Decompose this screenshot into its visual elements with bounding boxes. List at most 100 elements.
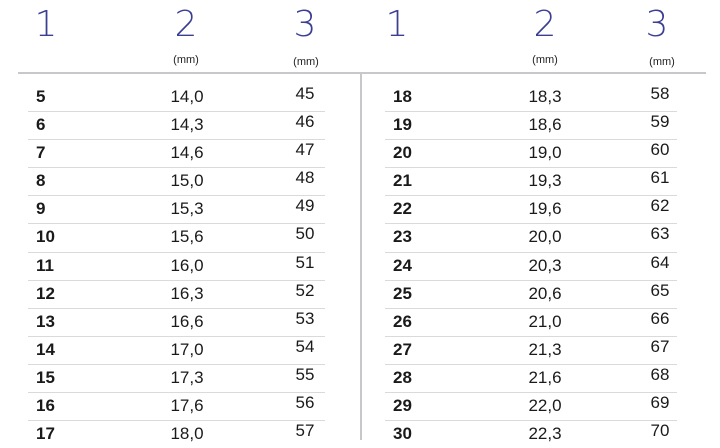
header-right-col1: 1 xyxy=(385,4,409,45)
table-row: 19 18,6 59 xyxy=(385,112,677,141)
header-right-col3: 3 xyxy=(645,4,669,45)
diameter-mm: 16,6 xyxy=(170,311,204,331)
table-row: 17 18,0 57 xyxy=(28,421,325,448)
table-row: 5 14,0 45 xyxy=(28,84,325,113)
table-row: 28 21,6 68 xyxy=(385,364,677,394)
size-number: 17 xyxy=(36,424,55,444)
size-number: 11 xyxy=(36,255,54,275)
table-row: 8 15,0 48 xyxy=(28,168,325,197)
size-number: 7 xyxy=(36,143,46,163)
table-row: 6 14,3 46 xyxy=(28,112,325,141)
circumference-mm: 51 xyxy=(295,252,315,272)
size-number: 18 xyxy=(393,87,412,106)
circumference-mm: 63 xyxy=(650,224,670,244)
table-row: 23 20,0 63 xyxy=(385,224,677,253)
circumference-mm: 46 xyxy=(295,112,315,132)
diameter-mm: 19,3 xyxy=(528,171,562,191)
header-divider xyxy=(18,72,706,74)
size-number: 21 xyxy=(393,171,412,191)
diameter-mm: 15,6 xyxy=(170,227,204,247)
size-number: 10 xyxy=(36,227,55,247)
table-row: 21 19,3 61 xyxy=(385,168,677,197)
diameter-mm: 22,0 xyxy=(528,396,562,416)
diameter-mm: 21,0 xyxy=(528,311,562,331)
circumference-mm: 64 xyxy=(650,252,670,272)
size-number: 28 xyxy=(393,367,412,387)
table-row: 18 18,3 58 xyxy=(385,84,677,113)
circumference-mm: 47 xyxy=(295,140,315,160)
circumference-mm: 45 xyxy=(295,84,315,103)
table-row: 30 22,3 70 xyxy=(385,421,677,448)
size-number: 26 xyxy=(393,311,412,331)
circumference-mm: 69 xyxy=(650,393,670,413)
unit-left-col3: (mm) xyxy=(293,56,319,68)
size-number: 13 xyxy=(36,311,55,331)
right-table: 18 18,3 58 19 18,6 59 20 19,0 60 21 19,3 61 22 19,6 62… xyxy=(385,84,677,448)
diameter-mm: 16,3 xyxy=(170,283,204,303)
table-row: 25 20,6 65 xyxy=(385,281,677,309)
size-number: 8 xyxy=(36,171,46,191)
diameter-mm: 21,3 xyxy=(528,339,562,359)
size-number: 6 xyxy=(36,115,46,135)
diameter-mm: 20,0 xyxy=(528,227,562,247)
circumference-mm: 54 xyxy=(295,336,315,356)
size-number: 20 xyxy=(393,143,412,163)
circumference-mm: 48 xyxy=(295,168,315,188)
circumference-mm: 60 xyxy=(650,140,670,160)
unit-left-col2: (mm) xyxy=(173,54,199,66)
diameter-mm: 17,3 xyxy=(170,367,204,387)
diameter-mm: 19,0 xyxy=(528,143,562,163)
diameter-mm: 14,6 xyxy=(170,143,204,163)
table-row: 14 17,0 54 xyxy=(28,337,325,365)
table-row: 20 19,0 60 xyxy=(385,140,677,169)
size-number: 16 xyxy=(36,396,55,416)
table-row: 12 16,3 52 xyxy=(28,281,325,309)
circumference-mm: 68 xyxy=(650,364,670,384)
diameter-mm: 17,0 xyxy=(170,339,204,359)
size-number: 15 xyxy=(36,367,55,387)
diameter-mm: 22,3 xyxy=(528,424,562,444)
circumference-mm: 59 xyxy=(650,112,670,132)
circumference-mm: 57 xyxy=(295,421,315,441)
circumference-mm: 58 xyxy=(650,84,670,103)
circumference-mm: 56 xyxy=(295,393,315,413)
diameter-mm: 16,0 xyxy=(170,255,204,275)
diameter-mm: 19,6 xyxy=(528,199,562,219)
diameter-mm: 18,3 xyxy=(528,87,562,106)
size-number: 22 xyxy=(393,199,412,219)
header-left-col3: 3 xyxy=(293,4,317,45)
table-row: 13 16,6 53 xyxy=(28,309,325,337)
size-number: 9 xyxy=(36,199,46,219)
diameter-mm: 20,3 xyxy=(528,255,562,275)
header-left-col1: 1 xyxy=(34,4,58,45)
table-row: 27 21,3 67 xyxy=(385,337,677,365)
column-divider xyxy=(360,74,362,440)
circumference-mm: 53 xyxy=(295,308,315,328)
table-row: 9 15,3 49 xyxy=(28,196,325,225)
table-row: 10 15,6 50 xyxy=(28,224,325,253)
size-number: 12 xyxy=(36,283,55,303)
circumference-mm: 66 xyxy=(650,308,670,328)
size-number: 24 xyxy=(393,255,412,275)
circumference-mm: 70 xyxy=(650,421,670,441)
circumference-mm: 65 xyxy=(650,280,670,300)
table-row: 29 22,0 69 xyxy=(385,393,677,422)
circumference-mm: 52 xyxy=(295,280,315,300)
size-number: 30 xyxy=(393,424,412,444)
size-number: 5 xyxy=(36,87,46,106)
diameter-mm: 14,0 xyxy=(170,87,204,106)
table-row: 24 20,3 64 xyxy=(385,253,677,281)
left-table: 5 14,0 45 6 14,3 46 7 14,6 47 8 15,0 48 9 15,3 49 10 15,… xyxy=(28,84,325,448)
diameter-mm: 21,6 xyxy=(528,367,562,387)
diameter-mm: 17,6 xyxy=(170,396,204,416)
unit-right-col3: (mm) xyxy=(649,56,675,68)
diameter-mm: 20,6 xyxy=(528,283,562,303)
size-number: 25 xyxy=(393,283,412,303)
diameter-mm: 14,3 xyxy=(170,115,204,135)
table-row: 11 16,0 51 xyxy=(28,253,325,281)
unit-right-col2: (mm) xyxy=(532,54,558,66)
circumference-mm: 67 xyxy=(650,336,670,356)
size-number: 14 xyxy=(36,339,55,359)
circumference-mm: 61 xyxy=(650,168,670,188)
size-number: 29 xyxy=(393,396,412,416)
